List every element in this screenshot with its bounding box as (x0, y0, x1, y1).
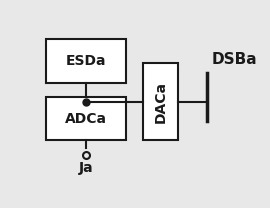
Text: DACa: DACa (153, 81, 167, 123)
Text: Ja: Ja (79, 161, 93, 175)
Text: DSBa: DSBa (212, 52, 257, 67)
Bar (46, 97, 126, 140)
Text: ADCa: ADCa (65, 112, 107, 126)
Bar (46, 39, 126, 83)
Bar (143, 63, 178, 140)
Text: ESDa: ESDa (66, 54, 106, 68)
